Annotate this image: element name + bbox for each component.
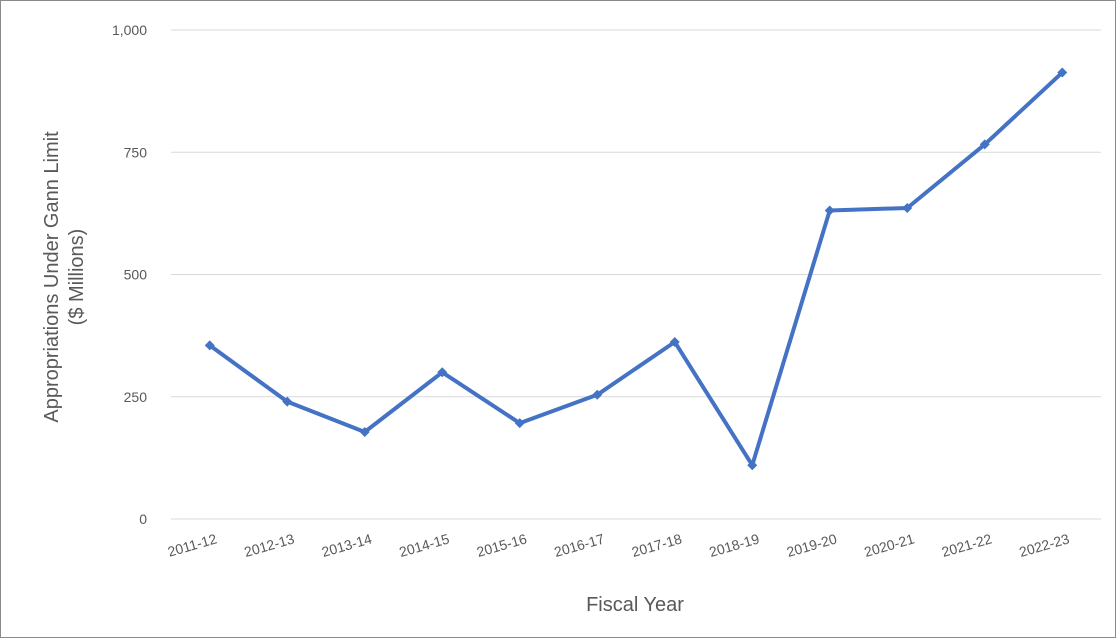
data-point-marker (204, 340, 215, 351)
data-point-marker (979, 139, 990, 150)
data-point-marker (1057, 67, 1068, 78)
data-point-marker (902, 202, 913, 213)
gridlines (171, 29, 1101, 520)
x-tick-label: 2017-18 (630, 530, 684, 560)
y-tick-label: 500 (124, 267, 148, 283)
y-tick-label: 0 (139, 511, 147, 527)
y-axis-ticks: 0 250 500 750 1,000 (112, 22, 147, 527)
data-point-marker (824, 205, 835, 216)
data-point-marker (747, 460, 758, 471)
data-point-marker (669, 336, 680, 347)
data-point-marker (437, 367, 448, 378)
data-point-marker (359, 426, 370, 437)
series-line (208, 71, 1064, 468)
x-tick-label: 2019-20 (785, 530, 839, 560)
data-point-marker (592, 389, 603, 400)
x-tick-label: 2011-12 (166, 530, 219, 559)
x-tick-label: 2014-15 (397, 530, 451, 560)
y-tick-label: 250 (124, 389, 148, 405)
x-tick-label: 2016-17 (552, 530, 606, 560)
x-axis-ticks: 2011-12 2012-13 2013-14 2014-15 2015-16 2016-… (166, 530, 1071, 560)
series-markers (204, 67, 1068, 471)
x-tick-label: 2021-22 (940, 530, 994, 560)
y-tick-label: 750 (124, 144, 148, 160)
x-tick-label: 2013-14 (320, 530, 374, 560)
y-axis-title-line-2: ($ Millions) (66, 229, 88, 326)
x-axis-title: Fiscal Year (586, 594, 684, 616)
x-tick-label: 2015-16 (475, 530, 529, 560)
x-tick-label: 2022-23 (1017, 530, 1071, 560)
x-tick-label: 2020-21 (862, 530, 916, 560)
y-axis-title-line-1: Appropriations Under Gann Limit (41, 131, 63, 423)
x-tick-label: 2012-13 (242, 530, 296, 560)
data-point-marker (514, 418, 525, 429)
y-tick-label: 1,000 (112, 22, 147, 38)
data-point-marker (282, 396, 293, 407)
x-tick-label: 2018-19 (707, 530, 761, 560)
